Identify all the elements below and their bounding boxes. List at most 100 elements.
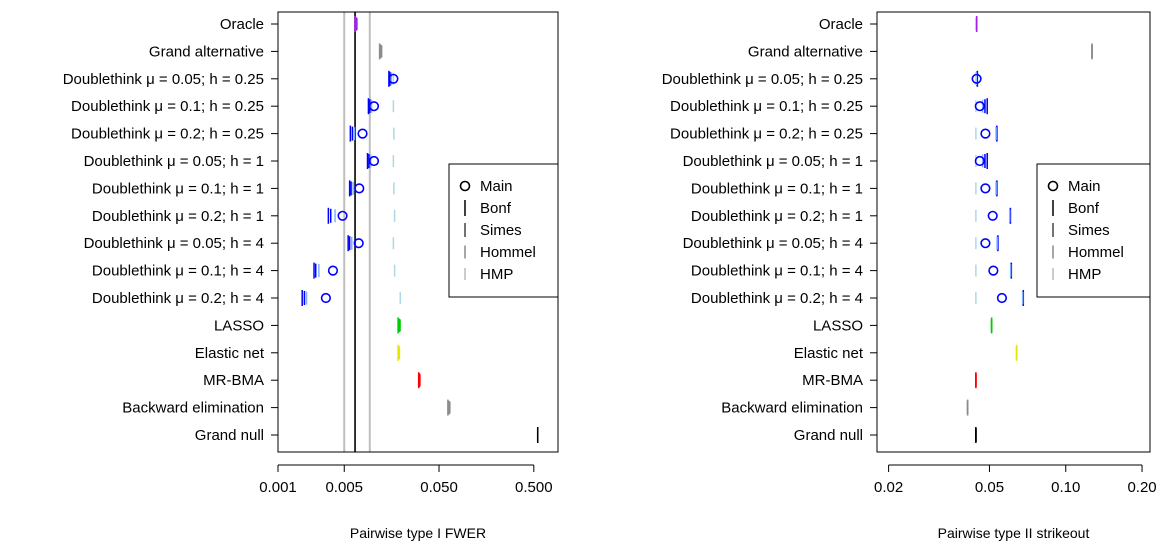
row-doublethink-mu-0-2-h-1: Doublethink μ = 0.2; h = 1 bbox=[691, 207, 1012, 225]
row-label: Doublethink μ = 0.2; h = 4 bbox=[691, 290, 863, 307]
row-label: Grand null bbox=[794, 427, 863, 444]
main-point bbox=[354, 183, 365, 194]
row-label: Doublethink μ = 0.2; h = 1 bbox=[92, 208, 264, 225]
row-label: Doublethink μ = 0.2; h = 0.25 bbox=[670, 126, 863, 143]
row-doublethink-mu-0-1-h-4: Doublethink μ = 0.1; h = 4 bbox=[92, 262, 396, 280]
row-doublethink-mu-0-2-h-0-25: Doublethink μ = 0.2; h = 0.25 bbox=[71, 125, 395, 143]
main-point bbox=[971, 73, 982, 84]
row-grand-null: Grand null bbox=[794, 427, 977, 444]
main-point bbox=[368, 155, 380, 167]
row-label: Doublethink μ = 0.2; h = 4 bbox=[92, 290, 264, 307]
row-doublethink-mu-0-2-h-0-25: Doublethink μ = 0.2; h = 0.25 bbox=[670, 125, 998, 143]
x-tick-label: 0.10 bbox=[1051, 479, 1080, 496]
main-point bbox=[337, 210, 348, 221]
row-elastic-net: Elastic net bbox=[195, 344, 401, 362]
legend-label-simes: Simes bbox=[1068, 222, 1110, 239]
row-label: Doublethink μ = 0.05; h = 1 bbox=[84, 153, 264, 170]
x-tick-label: 0.050 bbox=[420, 479, 458, 496]
legend-label-simes: Simes bbox=[480, 222, 522, 239]
row-doublethink-mu-0-05-h-4: Doublethink μ = 0.05; h = 4 bbox=[683, 235, 999, 252]
row-grand-alternative: Grand alternative bbox=[748, 43, 1093, 60]
panel-left: Oracle Grand alternative Doublethink μ = 0… bbox=[63, 11, 559, 541]
row-lasso: LASSO bbox=[813, 317, 993, 334]
row-label: Oracle bbox=[819, 16, 863, 33]
row-label: Doublethink μ = 0.1; h = 4 bbox=[691, 263, 863, 280]
x-tick-label: 0.05 bbox=[975, 479, 1004, 496]
x-axis-label: Pairwise type II strikeout bbox=[938, 525, 1090, 541]
row-doublethink-mu-0-1-h-0-25: Doublethink μ = 0.1; h = 0.25 bbox=[71, 98, 395, 115]
row-label: Doublethink μ = 0.1; h = 1 bbox=[691, 180, 863, 197]
row-oracle: Oracle bbox=[220, 16, 358, 33]
main-point bbox=[980, 128, 991, 139]
main-point bbox=[996, 292, 1008, 304]
legend-symbol-main bbox=[459, 180, 471, 192]
row-label: Elastic net bbox=[794, 345, 864, 362]
main-point bbox=[974, 101, 985, 112]
legend-label-hommel: Hommel bbox=[1068, 244, 1124, 261]
x-tick-label: 0.20 bbox=[1127, 479, 1156, 496]
main-point bbox=[987, 210, 998, 221]
row-doublethink-mu-0-05-h-1: Doublethink μ = 0.05; h = 1 bbox=[683, 153, 988, 170]
row-label: MR-BMA bbox=[203, 372, 264, 389]
legend-label-bonf: Bonf bbox=[480, 200, 512, 217]
legend-label-hmp: HMP bbox=[1068, 266, 1101, 283]
main-point bbox=[368, 101, 380, 112]
row-doublethink-mu-0-05-h-1: Doublethink μ = 0.05; h = 1 bbox=[84, 153, 395, 170]
legend: Main Bonf Simes Hommel HMP bbox=[448, 163, 559, 298]
row-doublethink-mu-0-1-h-4: Doublethink μ = 0.1; h = 4 bbox=[691, 262, 1013, 280]
row-label: Grand null bbox=[195, 427, 264, 444]
legend-label-hommel: Hommel bbox=[480, 244, 536, 261]
row-label: Doublethink μ = 0.1; h = 0.25 bbox=[71, 98, 264, 115]
main-point bbox=[327, 265, 339, 276]
row-label: Doublethink μ = 0.05; h = 4 bbox=[683, 235, 863, 252]
legend-label-main: Main bbox=[480, 178, 513, 195]
row-label: Backward elimination bbox=[721, 400, 863, 417]
row-label: Doublethink μ = 0.05; h = 0.25 bbox=[662, 71, 863, 88]
row-oracle: Oracle bbox=[819, 16, 978, 33]
row-doublethink-mu-0-1-h-0-25: Doublethink μ = 0.1; h = 0.25 bbox=[670, 98, 988, 115]
row-label: Doublethink μ = 0.1; h = 4 bbox=[92, 263, 264, 280]
main-point bbox=[980, 183, 991, 194]
row-mr-bma: MR-BMA bbox=[802, 372, 977, 389]
row-label: Doublethink μ = 0.1; h = 0.25 bbox=[670, 98, 863, 115]
row-mr-bma: MR-BMA bbox=[203, 372, 421, 389]
main-point bbox=[320, 292, 331, 304]
row-label: Doublethink μ = 0.05; h = 1 bbox=[683, 153, 863, 170]
row-doublethink-mu-0-2-h-4: Doublethink μ = 0.2; h = 4 bbox=[691, 290, 1025, 307]
row-label: Grand alternative bbox=[748, 43, 863, 60]
main-point bbox=[988, 265, 999, 276]
row-label: Grand alternative bbox=[149, 43, 264, 60]
x-tick-label: 0.02 bbox=[874, 479, 903, 496]
row-lasso: LASSO bbox=[214, 317, 401, 334]
row-doublethink-mu-0-05-h-0-25: Doublethink μ = 0.05; h = 0.25 bbox=[662, 70, 982, 88]
row-grand-alternative: Grand alternative bbox=[149, 43, 383, 60]
row-doublethink-mu-0-2-h-1: Doublethink μ = 0.2; h = 1 bbox=[92, 207, 396, 225]
row-doublethink-mu-0-1-h-1: Doublethink μ = 0.1; h = 1 bbox=[691, 180, 998, 197]
legend-symbol-main bbox=[1047, 180, 1059, 192]
legend-label-main: Main bbox=[1068, 178, 1101, 195]
row-label: MR-BMA bbox=[802, 372, 863, 389]
row-label: Backward elimination bbox=[122, 400, 264, 417]
row-backward-elimination: Backward elimination bbox=[122, 399, 451, 417]
row-doublethink-mu-0-05-h-4: Doublethink μ = 0.05; h = 4 bbox=[84, 235, 395, 252]
main-point bbox=[980, 238, 991, 249]
main-point bbox=[357, 128, 368, 139]
row-label: LASSO bbox=[214, 317, 264, 334]
row-label: LASSO bbox=[813, 317, 863, 334]
row-elastic-net: Elastic net bbox=[794, 344, 1018, 362]
main-point bbox=[388, 73, 399, 84]
x-tick-label: 0.005 bbox=[325, 479, 363, 496]
row-label: Oracle bbox=[220, 16, 264, 33]
legend-box bbox=[1036, 163, 1151, 298]
panel-right: Oracle Grand alternative Doublethink μ = 0… bbox=[662, 11, 1157, 541]
row-doublethink-mu-0-1-h-1: Doublethink μ = 0.1; h = 1 bbox=[92, 180, 395, 197]
main-point bbox=[974, 155, 985, 167]
x-axis: 0.001 0.005 0.050 0.500 Pairwise type I FWER bbox=[259, 464, 553, 541]
legend-box bbox=[448, 163, 559, 298]
x-axis-label: Pairwise type I FWER bbox=[350, 525, 486, 541]
legend-label-bonf: Bonf bbox=[1068, 200, 1100, 217]
row-label: Doublethink μ = 0.2; h = 0.25 bbox=[71, 126, 264, 143]
legend-label-hmp: HMP bbox=[480, 266, 513, 283]
row-backward-elimination: Backward elimination bbox=[721, 399, 969, 417]
